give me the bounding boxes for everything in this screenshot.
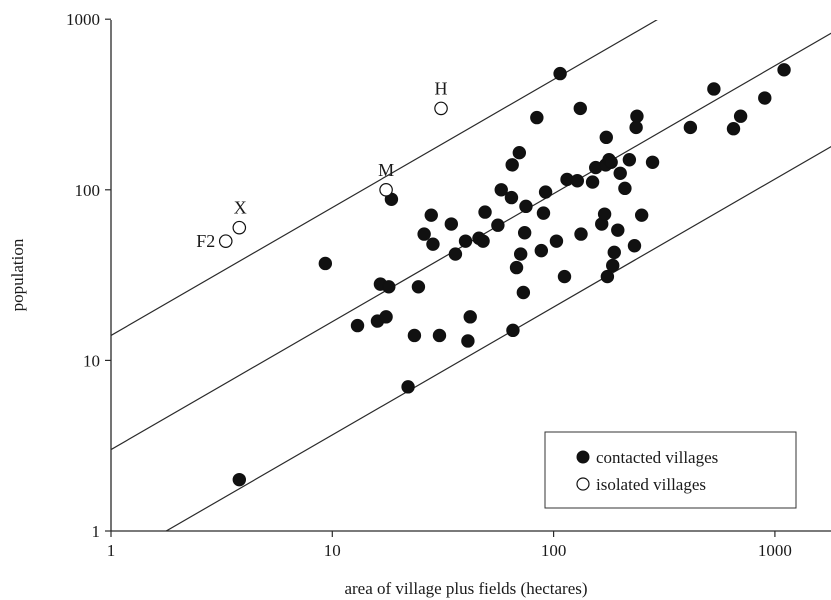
contacted-village-point	[573, 101, 587, 116]
y-tick-label: 10	[83, 351, 100, 370]
contacted-village-point	[232, 472, 247, 487]
y-tick-label: 1000	[66, 10, 100, 29]
contacted-village-point	[512, 145, 527, 160]
x-tick-label: 10	[324, 541, 341, 560]
contacted-village-point	[534, 243, 549, 258]
contacted-village-point	[318, 256, 333, 271]
contacted-village-point	[448, 247, 463, 261]
contacted-village-point	[627, 239, 642, 253]
x-tick-label: 100	[541, 541, 567, 560]
contacted-village-point	[536, 206, 551, 220]
contacted-village-point	[476, 234, 490, 248]
contacted-village-point	[491, 218, 505, 232]
contacted-village-point	[417, 227, 431, 241]
contacted-village-point	[494, 183, 508, 197]
isolated-village-label: F2	[196, 231, 215, 251]
legend-label-isolated: isolated villages	[596, 475, 706, 494]
reference-line	[111, 20, 658, 336]
legend-marker-isolated	[576, 477, 590, 491]
contacted-village-point	[458, 234, 473, 248]
contacted-village-point	[777, 63, 791, 77]
contacted-village-point	[557, 269, 572, 284]
contacted-village-point	[607, 245, 621, 260]
contacted-village-point	[504, 190, 519, 205]
contacted-village-point	[613, 166, 627, 180]
contacted-village-point	[513, 247, 528, 261]
reference-line	[111, 32, 831, 451]
isolated-village-point	[379, 183, 393, 197]
legend-marker-contacted	[576, 450, 590, 464]
contacted-village-point	[707, 82, 721, 96]
x-tick-label: 1	[107, 541, 116, 560]
contacted-village-point	[585, 175, 600, 189]
x-axis-title: area of village plus fields (hectares)	[344, 579, 587, 598]
contacted-village-point	[509, 260, 524, 275]
contacted-village-point	[407, 328, 422, 343]
contacted-village-point	[424, 208, 438, 222]
y-tick-label: 1	[92, 522, 101, 541]
isolated-village-point	[232, 220, 247, 235]
contacted-village-point	[758, 91, 772, 105]
contacted-village-point	[726, 122, 741, 136]
contacted-village-point	[630, 109, 644, 123]
contacted-village-point	[622, 153, 637, 167]
isolated-village-point	[434, 101, 448, 116]
contacted-village-point	[645, 155, 660, 169]
isolated-village-point	[218, 234, 233, 248]
contacted-village-point	[519, 199, 533, 214]
contacted-village-point	[553, 66, 567, 81]
contacted-village-point	[382, 280, 396, 294]
contacted-village-point	[432, 328, 447, 343]
contacted-village-point	[426, 237, 440, 251]
contacted-village-point	[570, 174, 585, 188]
contacted-village-point	[538, 185, 553, 199]
contacted-village-point	[574, 227, 588, 241]
contacted-village-point	[629, 120, 643, 135]
contacted-village-point	[600, 269, 615, 284]
contacted-village-point	[549, 234, 564, 248]
contacted-village-point	[733, 109, 748, 123]
contacted-village-point	[606, 258, 620, 273]
contacted-village-point	[599, 130, 613, 145]
contacted-village-point	[516, 285, 531, 300]
contacted-village-point	[517, 226, 532, 240]
legend-box	[544, 431, 797, 509]
reference-line	[165, 145, 831, 531]
y-axis-ticks: 1 10 100 1000	[66, 10, 111, 541]
contacted-village-point	[444, 217, 459, 231]
y-axis-title: population	[8, 238, 27, 311]
contacted-village-point	[478, 205, 492, 219]
x-tick-label: 1000	[758, 541, 792, 560]
isolated-village-label: X	[234, 198, 247, 218]
contacted-village-point	[618, 181, 632, 196]
contacted-village-point	[683, 120, 698, 135]
legend-label-contacted: contacted villages	[596, 448, 718, 467]
x-axis-ticks: 1 10 100 1000	[107, 531, 792, 560]
contacted-village-point	[506, 323, 520, 338]
contacted-village-point	[350, 318, 365, 333]
legend: contacted villages isolated villages	[544, 431, 797, 509]
data-points: F2 X M H	[196, 63, 791, 487]
contacted-village-point	[505, 158, 519, 172]
contacted-village-point	[530, 110, 544, 125]
contacted-village-point	[379, 310, 393, 324]
isolated-village-label: M	[378, 160, 394, 180]
contacted-village-point	[401, 380, 415, 394]
isolated-village-label: H	[435, 78, 448, 98]
contacted-village-point	[611, 223, 625, 237]
contacted-village-point	[463, 310, 477, 324]
y-tick-label: 100	[75, 181, 101, 200]
contacted-village-point	[634, 208, 649, 222]
contacted-village-point	[604, 155, 618, 169]
contacted-village-point	[461, 334, 475, 348]
contacted-village-point	[597, 207, 612, 221]
contacted-village-point	[411, 280, 426, 294]
